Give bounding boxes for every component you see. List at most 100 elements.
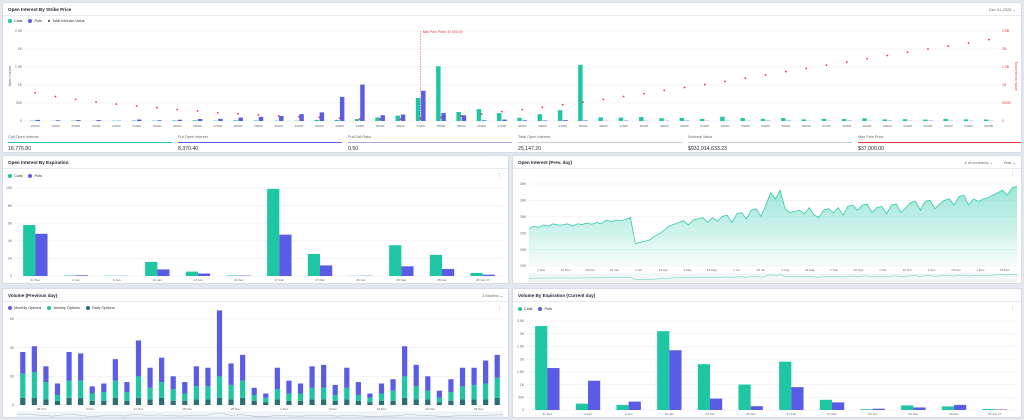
calls-bar: [535, 326, 548, 410]
x-tick-label: 15 Jul: [757, 268, 766, 272]
puts-bar: [954, 404, 967, 410]
legend-item-calls[interactable]: Calls: [8, 19, 22, 23]
stat-label: Put/Call Ratio: [348, 135, 372, 139]
monthly-options-bar: [78, 353, 84, 381]
period-select[interactable]: Year ⌄: [1003, 160, 1016, 165]
daily-options-bar: [297, 400, 304, 405]
legend-item-monthly[interactable]: Monthly Options: [8, 306, 41, 310]
total-intrinsic-point: [947, 45, 950, 48]
expiration-date-value: Dec 31 2025: [988, 7, 1012, 12]
weekly-options-bar: [263, 397, 269, 403]
weekly-options-bar: [355, 394, 361, 401]
daily-options-bar: [459, 399, 466, 405]
y2-tick-label: 1B: [1002, 83, 1007, 87]
total-intrinsic-point: [703, 83, 706, 86]
daily-options-bar: [78, 397, 84, 405]
volume-exp-menu-icon[interactable]: ⋮: [1010, 305, 1015, 311]
x-tick-label: 26 Jun 27: [476, 278, 490, 282]
weekly-options-bar: [43, 382, 49, 400]
legend-total-label: Total Intrinsic Value: [52, 19, 85, 23]
calls-bar: [760, 118, 766, 121]
weekly-swatch: [47, 306, 52, 310]
puts-bar: [401, 266, 414, 276]
calls-bar: [941, 406, 954, 410]
x-tick-label: 49000: [660, 124, 669, 128]
volume-prev-panel: Volume (Previous day) 3 Months ⌄ Monthly…: [2, 288, 509, 418]
total-intrinsic-point: [927, 48, 929, 50]
puts-bar: [157, 120, 162, 121]
expiration-header-divider: [3, 168, 508, 169]
total-intrinsic-point: [805, 67, 808, 70]
range-select[interactable]: 3 Months ⌄: [482, 293, 503, 298]
x-tick-label: 20000: [71, 124, 80, 128]
legend-item-weekly[interactable]: Weekly Options: [47, 306, 80, 310]
puts-bar: [750, 406, 763, 410]
total-intrinsic-point: [318, 116, 321, 119]
legend-item-daily[interactable]: Daily Options: [85, 306, 115, 310]
calls-bar: [781, 118, 786, 121]
x-tick-label: 31 Dec: [542, 412, 552, 416]
x-tick-label: 46000: [599, 124, 608, 128]
calls-bar: [172, 120, 177, 121]
x-tick-label: 54000: [761, 124, 770, 128]
x-tick-label: 26 Jun: [868, 412, 878, 416]
total-intrinsic-point: [582, 101, 584, 104]
calls-bar: [862, 118, 867, 121]
monthly-options-bar: [274, 367, 280, 390]
expiration-menu-icon[interactable]: ⋮: [497, 173, 502, 179]
calls-bar: [902, 119, 908, 121]
prevday-menu-icon[interactable]: ⋮: [1010, 171, 1015, 177]
puts-bar: [588, 380, 601, 410]
strike-legend: Calls Puts Total Intrinsic Value: [8, 19, 85, 23]
y2-tick-label: 1.5B: [1002, 65, 1010, 69]
weekly-options-bar: [89, 393, 95, 401]
weekly-options-bar: [205, 386, 211, 400]
stat-color-bar: [178, 142, 342, 143]
volume-prev-menu-icon[interactable]: ⋮: [497, 305, 502, 311]
y-tick-label: 2.5K: [517, 345, 525, 349]
calls-bar: [334, 119, 340, 121]
y-tick-label: 2K: [520, 357, 525, 361]
daily-options-bar: [483, 399, 489, 405]
legend-item-puts[interactable]: Puts: [28, 19, 42, 23]
total-intrinsic-point: [967, 41, 970, 44]
legend-item-total[interactable]: Total Intrinsic Value: [48, 19, 85, 23]
x-tick-label: 61000: [903, 124, 912, 128]
strike-header-divider: [3, 15, 1021, 16]
legend-item-calls[interactable]: Calls: [518, 307, 532, 311]
x-tick-label: 43000: [538, 124, 547, 128]
weekly-options-bar: [240, 380, 246, 398]
y-tick-label: 30K: [520, 199, 527, 203]
total-swatch: [48, 20, 51, 22]
expiration-date-select[interactable]: Dec 31 2025 ⌄: [989, 7, 1016, 12]
stat-label: Max Pain Price: [858, 135, 884, 139]
total-intrinsic-point: [135, 104, 138, 107]
total-intrinsic-point: [74, 98, 77, 101]
monthly-options-bar: [159, 357, 165, 383]
x-tick-label: 48000: [640, 124, 649, 128]
legend-item-puts[interactable]: Puts: [538, 307, 552, 311]
weekly-options-bar: [20, 373, 26, 398]
x-tick-label: 18000: [31, 124, 40, 128]
volume-exp-chart: 3.5K 3K 2.5K 2K 1.5K 1K 500 0 31 Dec 2 Jan 9 Jan 16…: [517, 319, 1015, 416]
prevday-panel-title: Open Interest (Prev. day): [518, 160, 573, 165]
daily-options-bar: [413, 399, 419, 405]
range-select-value: 3 Months: [482, 293, 499, 298]
calls-swatch: [518, 307, 522, 311]
puts-bar: [137, 119, 142, 121]
weekly-options-bar: [216, 376, 223, 398]
puts-bar: [583, 120, 588, 121]
metric-select[interactable]: # of contracts ⌄: [965, 160, 994, 165]
total-intrinsic-point: [683, 86, 686, 89]
strike-stats: Call Open Interest 16,776.80 Put Open Inte…: [3, 134, 1021, 152]
legend-item-calls[interactable]: Calls: [8, 174, 22, 178]
calls-bar: [901, 405, 914, 410]
calls-bar: [720, 116, 725, 121]
legend-item-puts[interactable]: Puts: [28, 174, 42, 178]
stat-item: Notional Value $932,914,633.23: [688, 134, 852, 152]
calls-bar: [882, 119, 887, 121]
weekly-options-bar: [436, 397, 442, 403]
x-tick-label: 15 Dec: [1000, 268, 1010, 272]
volume-prev-legend: Monthly Options Weekly Options Daily Opt…: [8, 306, 115, 310]
puts-bar: [55, 120, 61, 121]
